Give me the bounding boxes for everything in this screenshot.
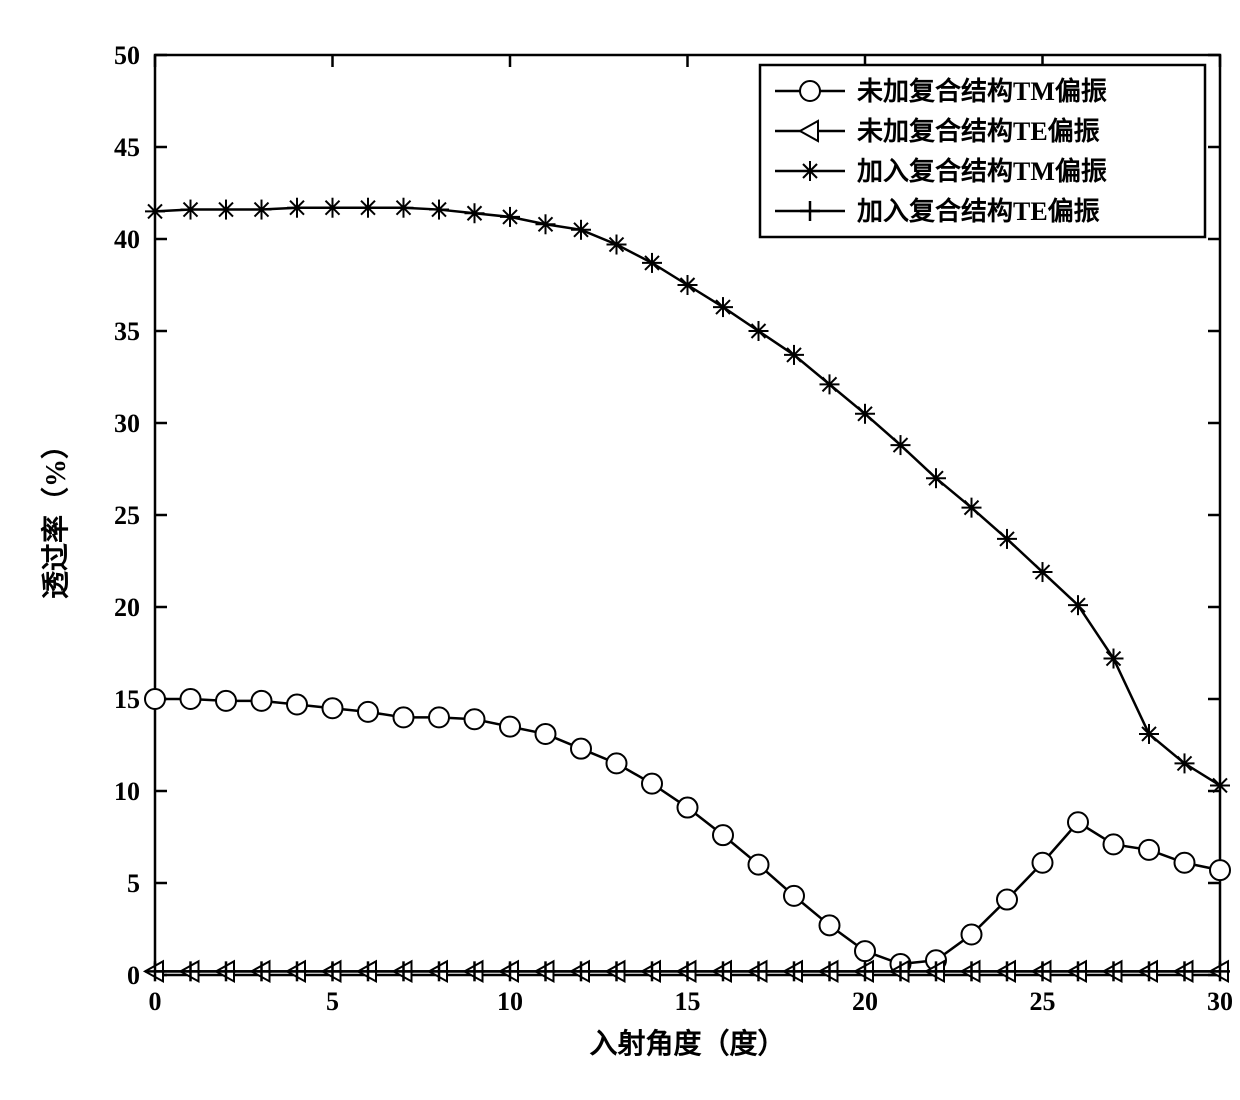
svg-text:0: 0: [149, 987, 162, 1016]
svg-text:5: 5: [326, 987, 339, 1016]
svg-text:5: 5: [127, 869, 140, 898]
svg-text:15: 15: [675, 987, 701, 1016]
y-axis-title: 透过率（%）: [39, 431, 72, 599]
svg-text:30: 30: [114, 409, 140, 438]
svg-text:25: 25: [114, 501, 140, 530]
legend-label-tm-no-composite: 未加复合结构TM偏振: [857, 76, 1107, 106]
svg-text:50: 50: [114, 41, 140, 70]
svg-text:30: 30: [1207, 987, 1233, 1016]
svg-text:25: 25: [1030, 987, 1056, 1016]
svg-text:0: 0: [127, 961, 140, 990]
svg-text:45: 45: [114, 133, 140, 162]
legend-label-tm-with-composite: 加入复合结构TM偏振: [857, 156, 1107, 186]
svg-text:35: 35: [114, 317, 140, 346]
line-chart: 0 5 10 15 20 25 30 0 5 10 15 20 25 30 35 40 45 50 入射角度（度） 透…: [20, 20, 1240, 1080]
svg-text:20: 20: [114, 593, 140, 622]
svg-text:10: 10: [497, 987, 523, 1016]
legend-label-te-no-composite: 未加复合结构TE偏振: [857, 116, 1100, 146]
legend-label-te-with-composite: 加入复合结构TE偏振: [857, 196, 1100, 226]
svg-text:15: 15: [114, 685, 140, 714]
series-te-with-composite: [145, 961, 1230, 981]
svg-text:20: 20: [852, 987, 878, 1016]
legend: 未加复合结构TM偏振未加复合结构TE偏振加入复合结构TM偏振加入复合结构TE偏振: [760, 65, 1205, 237]
svg-text:40: 40: [114, 225, 140, 254]
chart-container: 0 5 10 15 20 25 30 0 5 10 15 20 25 30 35 40 45 50 入射角度（度） 透…: [20, 20, 1240, 1080]
x-axis-title: 入射角度（度）: [589, 1027, 785, 1060]
series-tm-no-composite: [145, 689, 1230, 974]
svg-text:10: 10: [114, 777, 140, 806]
